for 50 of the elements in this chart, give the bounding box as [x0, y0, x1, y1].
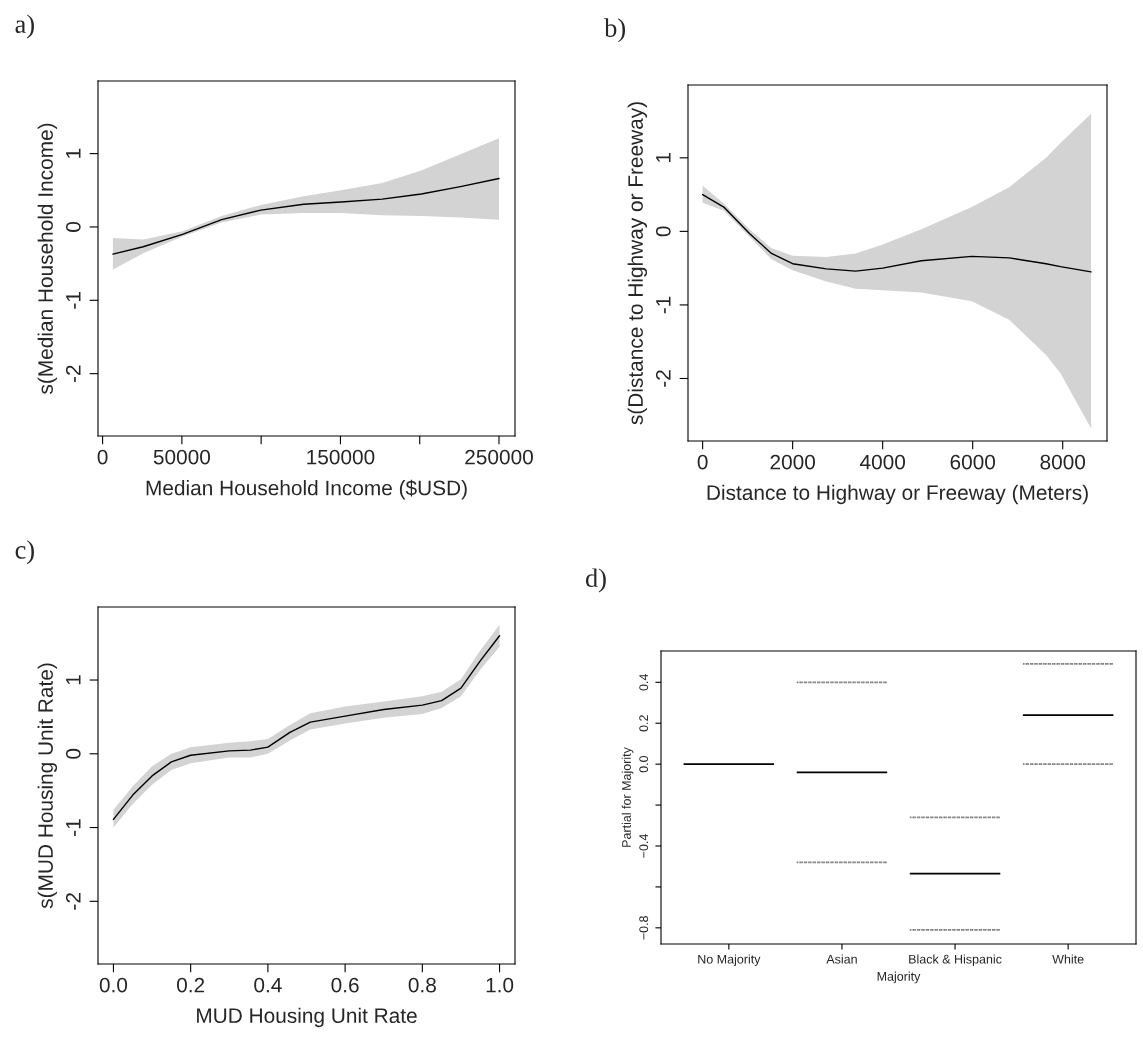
y-tick-label: -1 — [66, 292, 81, 309]
x-tick-label: 150000 — [307, 449, 375, 465]
y-tick-label: -1 — [656, 296, 671, 314]
x-tick-label: 0.8 — [408, 977, 436, 993]
y-axis-title: s(Median Household Income) — [37, 123, 58, 394]
x-tick-label: 0.2 — [177, 977, 205, 993]
x-tick-label: White — [1052, 954, 1084, 964]
y-tick-label: 1 — [66, 148, 81, 158]
x-tick-label: 1.0 — [486, 977, 514, 993]
y-tick-label: -2 — [65, 365, 81, 382]
x-axis-title: Majority — [877, 971, 921, 984]
x-tick-label: 2000 — [770, 454, 816, 470]
y-tick-label: 0 — [65, 748, 81, 759]
x-axis-title: Distance to Highway or Freeway (Meters) — [707, 484, 1088, 505]
x-axis-title: MUD Housing Unit Rate — [197, 1007, 417, 1028]
x-tick-label: 8000 — [1040, 454, 1086, 470]
y-tick-label: −0.8 — [639, 916, 649, 940]
y-axis-title: Partial for Majority — [621, 747, 634, 847]
x-tick-label: 0 — [97, 449, 108, 465]
x-axis-title: Median Household Income ($USD) — [146, 479, 467, 500]
line-series — [701, 193, 1092, 273]
x-tick-label: 0.6 — [331, 977, 359, 993]
y-tick-label: 1 — [66, 675, 81, 685]
y-tick-label: 0.4 — [639, 673, 649, 691]
x-tick-label: No Majority — [698, 954, 761, 967]
y-tick-label: 1 — [656, 153, 671, 163]
y-tick-label: -2 — [655, 370, 671, 387]
y-tick-label: 0 — [655, 226, 671, 237]
x-tick-label: Asian — [826, 954, 857, 964]
chart-title: d) — [585, 568, 606, 593]
chart-title: c) — [15, 540, 34, 565]
y-tick-label: −0.4 — [639, 834, 649, 858]
chart-title: a) — [15, 14, 34, 39]
x-tick-label: 0.4 — [254, 977, 282, 993]
y-axis-title: s(MUD Housing Unit Rate) — [37, 663, 58, 909]
x-tick-label: 50000 — [153, 449, 211, 465]
line-series — [112, 177, 500, 255]
x-tick-label: 250000 — [465, 449, 533, 465]
y-axis-title: s(Distance to Highway or Freeway) — [627, 102, 648, 425]
y-tick-label: 0.2 — [639, 715, 649, 732]
x-tick-label: 4000 — [859, 454, 906, 470]
y-tick-label: -2 — [65, 893, 81, 910]
x-tick-label: 0 — [697, 454, 708, 470]
chart-title: b) — [604, 18, 626, 43]
x-tick-label: Black & Hispanic — [909, 954, 1002, 967]
x-tick-label: 0.0 — [99, 977, 128, 993]
y-tick-label: 0.0 — [639, 755, 649, 773]
y-tick-label: -1 — [66, 819, 81, 836]
y-tick-label: 0 — [65, 221, 81, 232]
x-tick-label: 6000 — [950, 454, 996, 470]
